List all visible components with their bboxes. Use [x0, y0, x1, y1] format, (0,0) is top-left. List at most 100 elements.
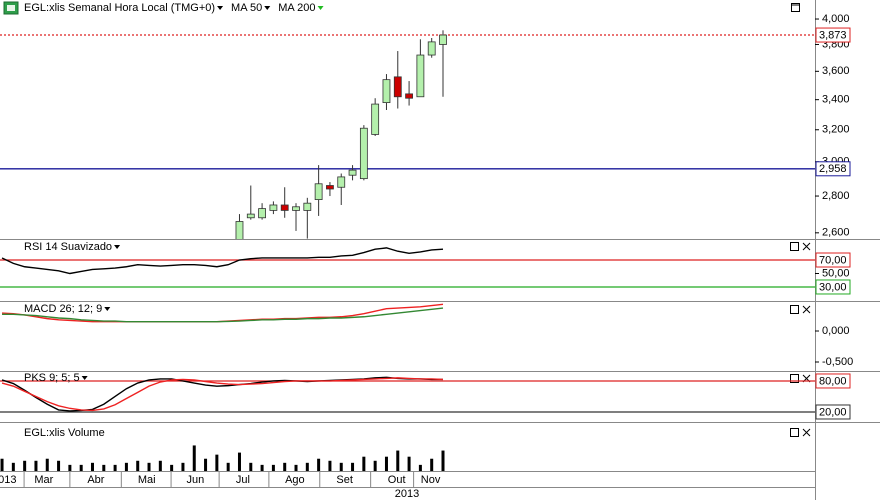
- dropdown-arrow: [264, 6, 271, 10]
- volume-bar: [407, 456, 411, 471]
- x-tick-label: Abr: [87, 474, 104, 486]
- x-tick-label: Nov: [421, 474, 441, 486]
- candle-body: [269, 204, 278, 211]
- x-tick-label: Mai: [138, 474, 156, 486]
- volume-bar: [373, 460, 377, 471]
- dropdown-arrow: [81, 376, 88, 380]
- volume-bar: [294, 464, 298, 471]
- plot-area: [0, 376, 815, 413]
- value-box: [815, 279, 851, 295]
- x-tick-label: Set: [336, 474, 353, 486]
- volume-bar: [170, 464, 174, 471]
- candle-body: [292, 206, 300, 211]
- candle-body: [258, 208, 266, 219]
- x-axis-year: 2013: [395, 488, 419, 500]
- volume-bar: [418, 464, 422, 471]
- candle-body: [393, 76, 402, 98]
- candle-body: [348, 169, 357, 176]
- value-box-label: 3,873: [819, 29, 847, 41]
- plot-area: [0, 445, 445, 471]
- candle-body: [439, 34, 447, 45]
- y-tick-label: 50,00: [822, 267, 850, 279]
- panel-title: EGL:xlis Semanal Hora Local (TMG+0): [24, 2, 215, 14]
- panel-title: RSI 14 Suavizado: [24, 241, 112, 253]
- x-tick-label: Jul: [236, 474, 250, 486]
- volume-bar: [192, 445, 196, 471]
- x-tick-label: 2013: [0, 474, 17, 486]
- y-tick-label: -0,500: [822, 356, 853, 368]
- candle-body: [359, 127, 368, 180]
- volume-bar: [45, 458, 49, 471]
- panel-title: PKS 9; 5; 5: [24, 372, 80, 384]
- overlay-name: MA 50: [231, 2, 262, 14]
- dropdown-arrow: [217, 6, 224, 10]
- volume-bar: [260, 464, 264, 471]
- value-box: [815, 27, 851, 43]
- x-tick-label: Mar: [34, 474, 53, 486]
- volume-bar: [339, 462, 343, 471]
- volume-bar: [181, 462, 185, 471]
- y-tick-label: 3,600: [822, 65, 850, 77]
- panel-title: MACD 26; 12; 9: [24, 303, 102, 315]
- dropdown-arrow: [317, 6, 324, 10]
- volume-bar: [441, 450, 445, 471]
- volume-bar: [68, 464, 72, 471]
- panel-title: EGL:xlis Volume: [24, 427, 105, 439]
- volume-bar: [147, 462, 151, 471]
- window-buttons[interactable]: [790, 3, 811, 437]
- candle-body: [303, 202, 312, 211]
- volume-bar: [249, 462, 253, 471]
- volume-bar: [396, 450, 400, 471]
- dropdown-arrow: [114, 245, 121, 249]
- plot-area: [0, 30, 815, 239]
- value-box: [815, 404, 851, 420]
- volume-bar: [90, 462, 94, 471]
- volume-bar: [215, 454, 219, 471]
- candle-body: [382, 79, 391, 104]
- volume-bar: [11, 462, 15, 471]
- volume-bar: [384, 456, 388, 471]
- volume-bar: [79, 464, 83, 471]
- candle-body: [246, 213, 255, 219]
- volume-bar: [124, 462, 128, 471]
- volume-bar: [317, 458, 321, 471]
- value-box: [815, 252, 851, 268]
- indicator-line: [1, 247, 444, 275]
- candle-body: [314, 183, 323, 200]
- y-tick-label: 4,000: [822, 13, 850, 25]
- value-box: [815, 373, 851, 389]
- plot-area: [1, 303, 444, 323]
- volume-bar: [34, 460, 38, 471]
- volume-bar: [0, 458, 4, 471]
- volume-bar: [23, 460, 27, 471]
- y-tick-label: 3,200: [822, 124, 850, 136]
- candle-body: [371, 103, 380, 135]
- value-box-label: 80,00: [819, 375, 847, 387]
- candle-body: [235, 221, 244, 239]
- volume-bar: [351, 462, 355, 471]
- volume-bar: [102, 464, 106, 471]
- indicator-line: [1, 376, 444, 412]
- dropdown-arrows[interactable]: [81, 6, 324, 380]
- overlay-name: MA 200: [278, 2, 315, 14]
- candle-body: [427, 41, 436, 56]
- volume-bar: [362, 456, 366, 471]
- volume-bar: [271, 464, 275, 471]
- volume-bar: [113, 464, 117, 471]
- candle-body: [405, 93, 413, 99]
- indicator-line: [1, 377, 444, 412]
- volume-bar: [57, 460, 61, 471]
- candle-body: [326, 185, 334, 190]
- volume-bar: [204, 458, 208, 471]
- x-tick-label: Ago: [285, 474, 305, 486]
- volume-bar: [305, 462, 309, 471]
- value-box-label: 2,958: [819, 163, 847, 175]
- volume-bar: [226, 462, 230, 471]
- volume-bar: [328, 460, 332, 471]
- dropdown-arrow: [104, 307, 111, 311]
- plot-area: [0, 247, 815, 288]
- volume-bar: [283, 462, 287, 471]
- y-tick-label: 0,000: [822, 325, 850, 337]
- value-box-label: 20,00: [819, 406, 847, 418]
